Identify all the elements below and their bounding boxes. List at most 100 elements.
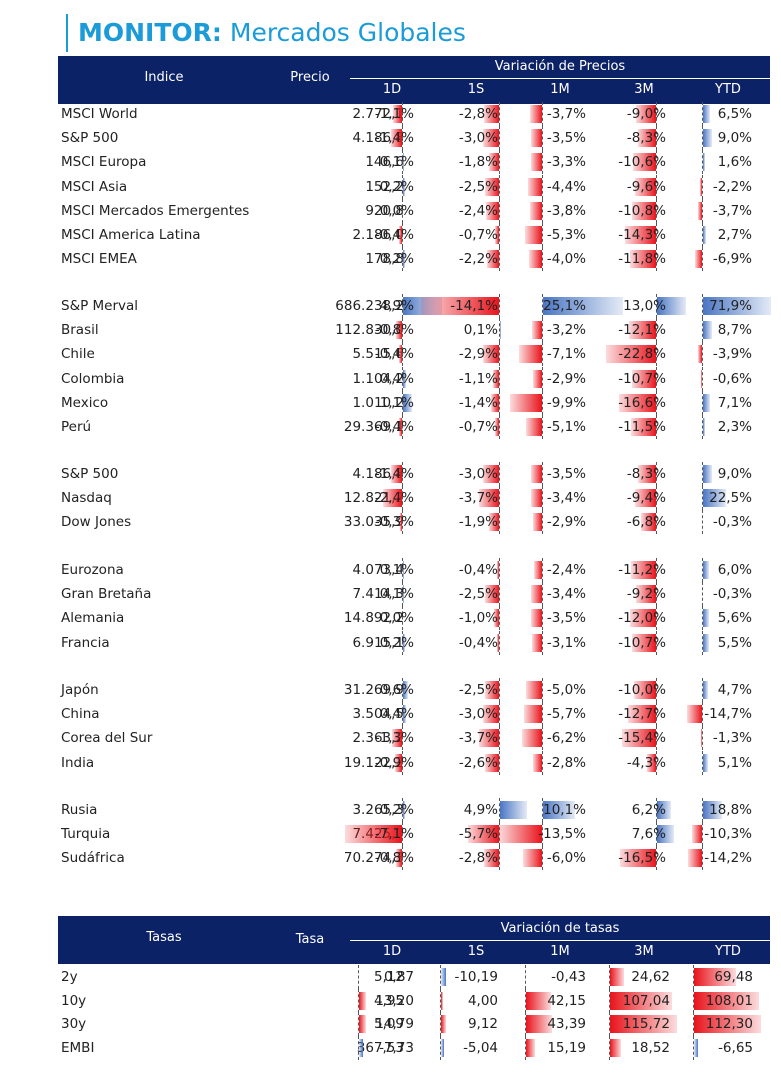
variation-cell-3m: -16,6% bbox=[58, 390, 770, 415]
variation-cell-ytd: 18,8% bbox=[58, 798, 770, 822]
bar-axis bbox=[542, 798, 543, 822]
variation-cell-1s: -1,4% bbox=[58, 390, 770, 415]
variation-value: 43,39 bbox=[547, 1016, 586, 1032]
bar-axis bbox=[542, 630, 543, 655]
variation-cell-1d: 0,0% bbox=[58, 606, 770, 631]
variation-bar bbox=[703, 153, 705, 172]
variation-cell-1s: -14,1% bbox=[58, 294, 770, 318]
variation-value: -7,1% bbox=[374, 826, 414, 843]
variation-cell-1d: -2,4% bbox=[58, 486, 770, 511]
header-tasa: Tasa bbox=[295, 932, 325, 947]
bar-axis bbox=[499, 486, 500, 511]
bar-axis bbox=[542, 750, 543, 775]
bar-axis bbox=[693, 1035, 694, 1060]
variation-cell-ytd: 8,7% bbox=[58, 318, 770, 343]
variation-cell-3m: -10,0% bbox=[58, 678, 770, 702]
variation-cell-1s: 9,12 bbox=[58, 1012, 770, 1036]
variation-cell-ytd: 5,1% bbox=[58, 750, 770, 775]
variation-value: 0,6% bbox=[379, 682, 414, 698]
row-label: Chile bbox=[61, 346, 95, 363]
variation-bar bbox=[485, 681, 499, 699]
variation-bar bbox=[646, 753, 656, 772]
bar-axis bbox=[702, 174, 703, 199]
variation-value: 42,15 bbox=[547, 992, 586, 1009]
variation-value: 13,0% bbox=[623, 298, 666, 314]
bar-axis bbox=[656, 366, 657, 391]
variation-value: 112,30 bbox=[705, 1016, 753, 1032]
variation-bar bbox=[630, 250, 656, 269]
variation-value: -1,1% bbox=[458, 370, 498, 387]
variation-value: -5,7% bbox=[458, 826, 498, 843]
bar-axis bbox=[358, 1012, 359, 1036]
bar-axis bbox=[402, 510, 403, 535]
variation-bar bbox=[398, 418, 402, 436]
variation-cell-1s: -2,2% bbox=[58, 247, 770, 272]
variation-bar bbox=[698, 345, 702, 364]
variation-value: -6,0% bbox=[546, 850, 586, 867]
variation-value: -0,4% bbox=[374, 419, 414, 435]
variation-value: -5,7% bbox=[546, 706, 586, 723]
header2-col-1d: 1D bbox=[382, 944, 402, 959]
bar-axis bbox=[702, 247, 703, 272]
variation-bar bbox=[531, 489, 542, 508]
variation-cell-1s: -2,5% bbox=[58, 678, 770, 702]
variation-cell-1m: -3,4% bbox=[58, 486, 770, 511]
table-row: MSCI Asia 152,2 0,2% -2,5% -4,4% -9,6% -2,2% bbox=[58, 174, 770, 199]
variation-value: -3,4% bbox=[546, 586, 586, 603]
variation-value: 0,4% bbox=[379, 706, 414, 723]
variation-bar bbox=[701, 369, 702, 388]
bar-axis bbox=[402, 390, 403, 415]
rate-value: 5,12 bbox=[373, 969, 404, 985]
table-row: Chile 5.515,6 -0,4% -2,9% -7,1% -22,8% -3,9% bbox=[58, 342, 770, 367]
variation-bar bbox=[527, 177, 542, 196]
page-title: MONITOR: Mercados Globales bbox=[66, 14, 466, 52]
bar-axis bbox=[402, 342, 403, 367]
variation-cell-3m: -9,6% bbox=[58, 174, 770, 199]
variation-value: -4,4% bbox=[546, 178, 586, 195]
variation-value: -8,3% bbox=[626, 466, 666, 482]
variation-value: -3,0% bbox=[458, 130, 498, 147]
bar-axis bbox=[542, 462, 543, 486]
variation-value: -10,6% bbox=[618, 154, 666, 171]
bar-axis bbox=[499, 582, 500, 607]
variation-value: 0,2% bbox=[379, 178, 414, 195]
row-label: Japón bbox=[61, 682, 99, 698]
header-col-1s: 1S bbox=[467, 82, 485, 97]
bar-axis bbox=[525, 965, 526, 989]
variation-cell-1s: -3,0% bbox=[58, 126, 770, 151]
bar-axis bbox=[542, 102, 543, 126]
variation-bar bbox=[630, 418, 656, 436]
variation-cell-ytd: 4,7% bbox=[58, 678, 770, 702]
variation-value: -1,3% bbox=[374, 730, 414, 747]
price-value: 686.238,2 bbox=[335, 298, 404, 314]
variation-value: -14,2% bbox=[704, 850, 752, 867]
header-tasas: Tasas bbox=[146, 930, 182, 945]
row-label: Rusia bbox=[61, 802, 98, 818]
variation-cell-1m: -0,43 bbox=[58, 965, 770, 989]
price-value: 920,8 bbox=[365, 202, 404, 219]
bar-axis bbox=[542, 198, 543, 223]
bar-axis bbox=[702, 822, 703, 847]
bar-axis bbox=[499, 510, 500, 535]
bar-axis bbox=[609, 1035, 610, 1060]
variation-cell-1s: -2,5% bbox=[58, 174, 770, 199]
bar-axis bbox=[702, 702, 703, 727]
variation-cell-1s: -3,0% bbox=[58, 462, 770, 486]
variation-bar bbox=[622, 729, 656, 748]
table-row: Eurozona 4.073,4 0,1% -0,4% -2,4% -11,2% 6,0% bbox=[58, 558, 770, 582]
bar-axis bbox=[499, 702, 500, 727]
bar-axis bbox=[542, 294, 543, 318]
variation-bar bbox=[530, 609, 542, 628]
variation-cell-ytd: 69,48 bbox=[58, 965, 770, 989]
variation-bar bbox=[525, 226, 542, 244]
variation-cell-1m: -3,2% bbox=[58, 318, 770, 343]
variation-value: 2,7% bbox=[717, 227, 752, 243]
variation-cell-ytd: 2,3% bbox=[58, 415, 770, 439]
variation-cell-ytd: 7,1% bbox=[58, 390, 770, 415]
bar-axis bbox=[656, 294, 657, 318]
bar-axis bbox=[402, 750, 403, 775]
bar-axis bbox=[402, 174, 403, 199]
variation-cell-3m: -12,7% bbox=[58, 702, 770, 727]
header-col-1d: 1D bbox=[382, 82, 402, 97]
variation-cell-1m: -2,8% bbox=[58, 750, 770, 775]
